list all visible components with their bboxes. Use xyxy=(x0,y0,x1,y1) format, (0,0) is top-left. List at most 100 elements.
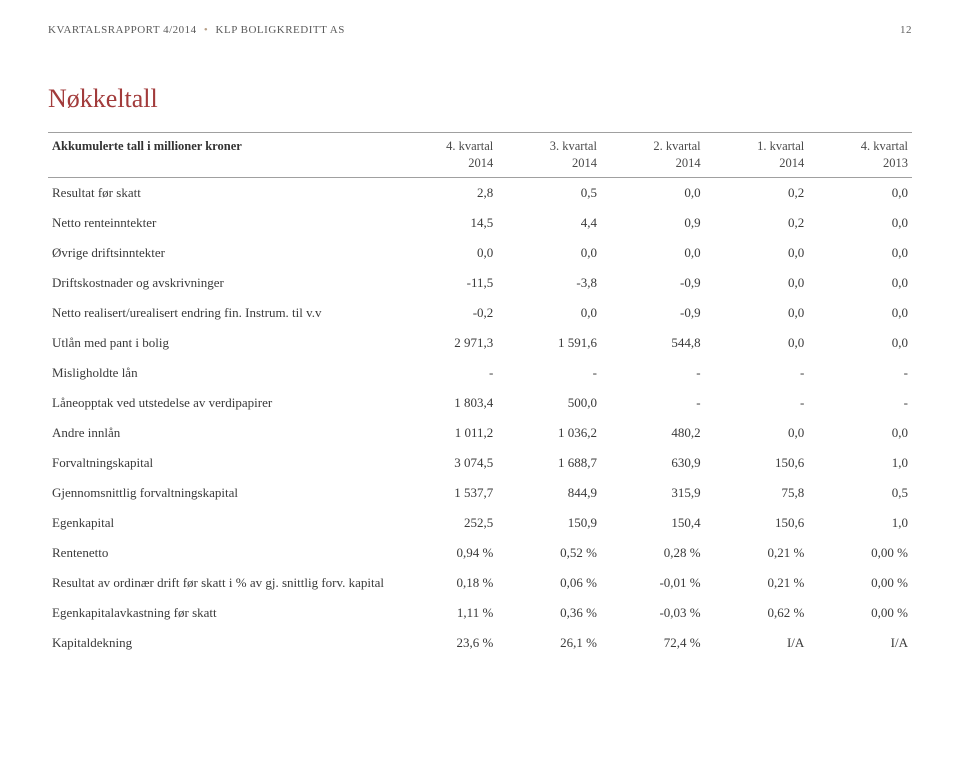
table-row: Rentenetto0,94 %0,52 %0,28 %0,21 %0,00 % xyxy=(48,538,912,568)
row-value: - xyxy=(497,358,601,388)
row-value: 844,9 xyxy=(497,478,601,508)
key-figures-table: Akkumulerte tall i millioner kroner 4. k… xyxy=(48,132,912,658)
col-header-year: 2014 xyxy=(497,156,601,177)
row-value: - xyxy=(601,358,705,388)
row-value: 0,00 % xyxy=(808,598,912,628)
row-label: Egenkapitalavkastning før skatt xyxy=(48,598,394,628)
row-label: Rentenetto xyxy=(48,538,394,568)
row-value: 0,0 xyxy=(705,298,809,328)
row-value: 0,0 xyxy=(394,238,498,268)
row-value: 0,21 % xyxy=(705,538,809,568)
row-value: 72,4 % xyxy=(601,628,705,658)
col-header: 1. kvartal xyxy=(705,133,809,156)
table-row: Utlån med pant i bolig2 971,31 591,6544,… xyxy=(48,328,912,358)
row-value: -0,9 xyxy=(601,298,705,328)
row-label: Utlån med pant i bolig xyxy=(48,328,394,358)
row-value: 0,0 xyxy=(705,418,809,448)
table-row: Driftskostnader og avskrivninger-11,5-3,… xyxy=(48,268,912,298)
row-value: 2 971,3 xyxy=(394,328,498,358)
row-value: -0,03 % xyxy=(601,598,705,628)
table-row: Resultat av ordinær drift før skatt i % … xyxy=(48,568,912,598)
row-value: 0,94 % xyxy=(394,538,498,568)
row-value: 0,28 % xyxy=(601,538,705,568)
table-row: Låneopptak ved utstedelse av verdipapire… xyxy=(48,388,912,418)
table-row: Misligholdte lån----- xyxy=(48,358,912,388)
row-value: 0,9 xyxy=(601,208,705,238)
row-value: - xyxy=(705,388,809,418)
row-value: 1 688,7 xyxy=(497,448,601,478)
row-value: 0,2 xyxy=(705,178,809,209)
row-value: 315,9 xyxy=(601,478,705,508)
header-separator-dot: • xyxy=(204,24,208,36)
table-row: Netto realisert/urealisert endring fin. … xyxy=(48,298,912,328)
row-value: - xyxy=(394,358,498,388)
row-value: 0,52 % xyxy=(497,538,601,568)
table-row: Resultat før skatt2,80,50,00,20,0 xyxy=(48,178,912,209)
row-value: 500,0 xyxy=(497,388,601,418)
row-value: 150,9 xyxy=(497,508,601,538)
row-value: 75,8 xyxy=(705,478,809,508)
row-label: Øvrige driftsinntekter xyxy=(48,238,394,268)
row-value: 0,0 xyxy=(808,238,912,268)
row-label: Gjennomsnittlig forvaltningskapital xyxy=(48,478,394,508)
row-value: 1,11 % xyxy=(394,598,498,628)
row-value: 0,0 xyxy=(705,238,809,268)
row-value: - xyxy=(705,358,809,388)
col-header: 3. kvartal xyxy=(497,133,601,156)
row-value: - xyxy=(808,388,912,418)
row-value: 0,00 % xyxy=(808,538,912,568)
report-name: KVARTALSRAPPORT 4/2014 xyxy=(48,24,197,36)
row-value: 14,5 xyxy=(394,208,498,238)
row-label: Egenkapital xyxy=(48,508,394,538)
row-value: 0,36 % xyxy=(497,598,601,628)
row-value: 0,06 % xyxy=(497,568,601,598)
row-label: Kapitaldekning xyxy=(48,628,394,658)
row-value: 150,6 xyxy=(705,508,809,538)
table-row: Gjennomsnittlig forvaltningskapital1 537… xyxy=(48,478,912,508)
row-value: 0,2 xyxy=(705,208,809,238)
row-label: Låneopptak ved utstedelse av verdipapire… xyxy=(48,388,394,418)
row-label: Netto realisert/urealisert endring fin. … xyxy=(48,298,394,328)
row-value: 0,00 % xyxy=(808,568,912,598)
row-value: 0,0 xyxy=(808,298,912,328)
row-value: -0,9 xyxy=(601,268,705,298)
row-value: 544,8 xyxy=(601,328,705,358)
row-label: Andre innlån xyxy=(48,418,394,448)
row-value: 0,0 xyxy=(601,178,705,209)
row-value: 0,62 % xyxy=(705,598,809,628)
table-row: Øvrige driftsinntekter0,00,00,00,00,0 xyxy=(48,238,912,268)
row-value: 252,5 xyxy=(394,508,498,538)
row-value: 1 537,7 xyxy=(394,478,498,508)
section-title: Nøkkeltall xyxy=(48,84,912,114)
row-label: Netto renteinntekter xyxy=(48,208,394,238)
row-value: 0,0 xyxy=(808,268,912,298)
row-value: -11,5 xyxy=(394,268,498,298)
table-header-row1: Akkumulerte tall i millioner kroner 4. k… xyxy=(48,133,912,156)
col-header: 4. kvartal xyxy=(808,133,912,156)
row-value: I/A xyxy=(705,628,809,658)
row-value: 0,0 xyxy=(705,328,809,358)
row-value: 1 036,2 xyxy=(497,418,601,448)
col-header: 2. kvartal xyxy=(601,133,705,156)
row-value: 4,4 xyxy=(497,208,601,238)
table-header-label: Akkumulerte tall i millioner kroner xyxy=(48,133,394,156)
row-value: 0,21 % xyxy=(705,568,809,598)
table-row: Kapitaldekning23,6 %26,1 %72,4 %I/AI/A xyxy=(48,628,912,658)
row-value: 0,0 xyxy=(808,328,912,358)
row-value: 150,6 xyxy=(705,448,809,478)
row-value: 0,5 xyxy=(497,178,601,209)
col-header-year: 2014 xyxy=(394,156,498,177)
row-value: -0,2 xyxy=(394,298,498,328)
row-value: 0,0 xyxy=(808,208,912,238)
row-value: 1 591,6 xyxy=(497,328,601,358)
row-value: 0,0 xyxy=(705,268,809,298)
row-value: 630,9 xyxy=(601,448,705,478)
page-header: KVARTALSRAPPORT 4/2014 • KLP BOLIGKREDIT… xyxy=(48,24,912,36)
row-value: 1 803,4 xyxy=(394,388,498,418)
row-label: Misligholdte lån xyxy=(48,358,394,388)
company-name: KLP BOLIGKREDITT AS xyxy=(216,24,345,36)
row-value: 0,0 xyxy=(808,178,912,209)
table-row: Andre innlån1 011,21 036,2480,20,00,0 xyxy=(48,418,912,448)
row-value: 0,0 xyxy=(808,418,912,448)
row-value: 3 074,5 xyxy=(394,448,498,478)
